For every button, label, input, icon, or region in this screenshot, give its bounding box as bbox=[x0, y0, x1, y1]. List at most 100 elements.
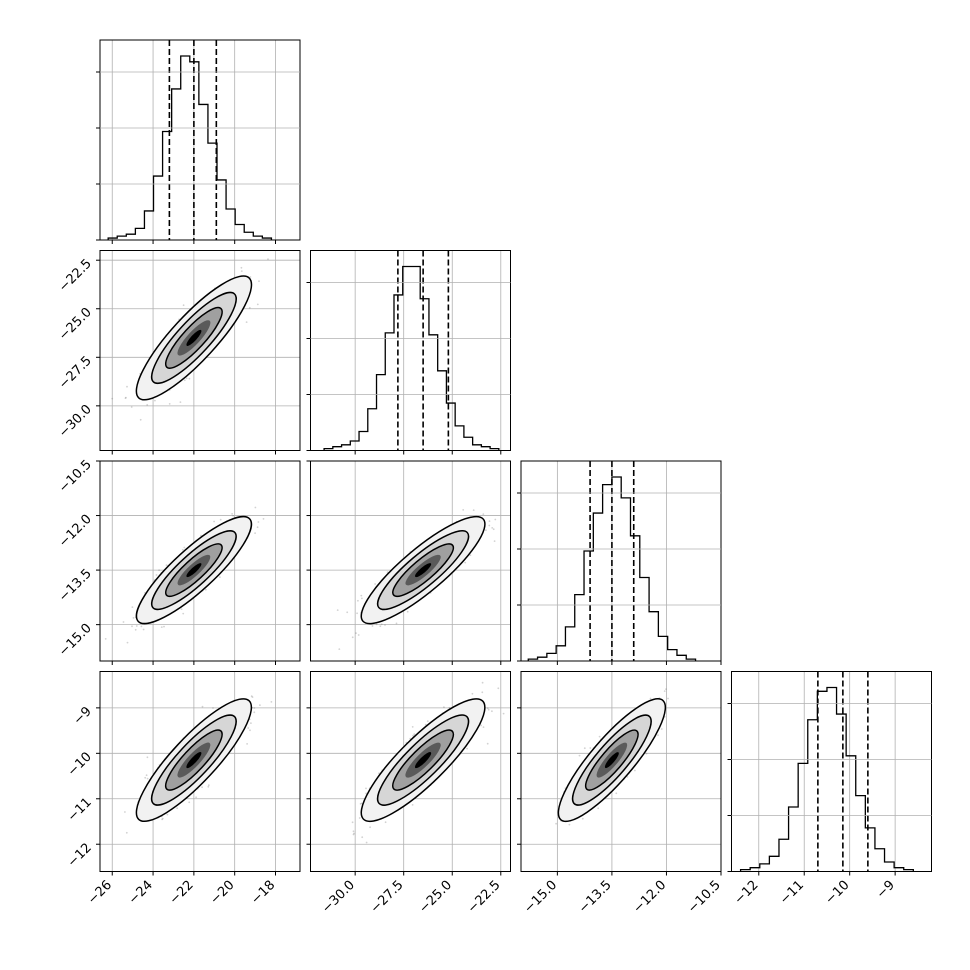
scatter-point bbox=[231, 513, 234, 515]
contour-level bbox=[415, 563, 432, 578]
panel-frame bbox=[731, 671, 932, 872]
x-tick-label: −22 bbox=[167, 878, 197, 908]
scatter-point bbox=[597, 807, 600, 810]
scatter-point bbox=[336, 609, 339, 611]
scatter-point bbox=[140, 625, 143, 628]
scatter-point bbox=[657, 734, 659, 736]
scatter-point bbox=[481, 691, 484, 694]
scatter-point bbox=[502, 712, 505, 715]
y-tick-label: −30.0 bbox=[56, 402, 95, 441]
scatter-point bbox=[578, 754, 581, 757]
panel-frame bbox=[99, 460, 301, 662]
scatter-point bbox=[183, 379, 186, 382]
scatter-point bbox=[166, 813, 169, 816]
scatter-point bbox=[219, 576, 221, 578]
scatter-point bbox=[180, 608, 183, 610]
scatter-point bbox=[395, 622, 398, 625]
scatter-point bbox=[645, 752, 648, 755]
scatter-point bbox=[126, 385, 128, 388]
contour-level bbox=[186, 563, 202, 578]
scatter-point bbox=[155, 574, 158, 576]
scatter-point bbox=[146, 404, 149, 406]
scatter-point bbox=[360, 802, 363, 805]
scatter-point bbox=[380, 623, 383, 626]
scatter-point bbox=[245, 321, 248, 323]
scatter-point bbox=[361, 836, 364, 839]
scatter-point bbox=[185, 377, 188, 380]
scatter-point bbox=[253, 707, 256, 709]
panel-frame bbox=[99, 39, 301, 241]
scatter-point bbox=[369, 826, 371, 829]
scatter-point bbox=[182, 612, 185, 615]
y-tick-label: −12 bbox=[65, 840, 95, 870]
scatter-point bbox=[160, 626, 163, 628]
scatter-point bbox=[384, 821, 387, 824]
scatter-point bbox=[251, 696, 254, 698]
scatter-point bbox=[219, 518, 222, 521]
x-tick-label: −12 bbox=[732, 878, 762, 908]
scatter-point bbox=[131, 606, 134, 608]
scatter-point bbox=[351, 821, 354, 824]
histogram-panel-0 bbox=[99, 39, 301, 244]
y-tick-label: −12.0 bbox=[56, 512, 95, 551]
scatter-point bbox=[357, 599, 359, 602]
scatter-point bbox=[426, 720, 429, 723]
scatter-point bbox=[361, 597, 363, 600]
x-tick-label: −30.0 bbox=[319, 878, 358, 917]
scatter-point bbox=[466, 747, 468, 750]
scatter-point bbox=[124, 811, 126, 813]
scatter-point bbox=[254, 532, 256, 534]
scatter-point bbox=[259, 704, 261, 706]
panel-frame bbox=[99, 671, 301, 872]
scatter-point bbox=[232, 514, 235, 517]
density-panel-2-0: −15.0 −13.5 −12.0 −10.5 bbox=[56, 457, 301, 665]
density-panel-1-0: −30.0 −27.5 −25.0 −22.5 bbox=[56, 250, 301, 455]
scatter-point bbox=[375, 623, 378, 626]
scatter-point bbox=[240, 270, 243, 272]
scatter-point bbox=[634, 769, 636, 772]
scatter-point bbox=[365, 841, 368, 844]
histogram-panel-1 bbox=[310, 250, 511, 455]
scatter-point bbox=[144, 776, 147, 779]
scatter-point bbox=[462, 509, 465, 511]
scatter-point bbox=[365, 787, 367, 790]
scatter-point bbox=[270, 701, 273, 703]
scatter-point bbox=[480, 724, 482, 727]
density-panel-3-0: −26 −24 −22 −20 −18 −12 −11 −10 −9 bbox=[65, 671, 301, 908]
scatter-point bbox=[359, 803, 362, 805]
x-tick-label: −24 bbox=[126, 878, 156, 908]
scatter-point bbox=[179, 401, 182, 403]
scatter-point bbox=[351, 636, 354, 639]
scatter-point bbox=[486, 707, 489, 710]
x-tick-label: −27.5 bbox=[368, 878, 407, 917]
y-tick-label: −22.5 bbox=[56, 256, 95, 295]
scatter-point bbox=[158, 569, 161, 572]
y-tick-label: −15.0 bbox=[56, 621, 95, 660]
scatter-point bbox=[195, 796, 198, 799]
y-tick-label: −13.5 bbox=[56, 566, 95, 605]
scatter-point bbox=[352, 833, 355, 836]
scatter-point bbox=[201, 705, 204, 708]
x-tick-label: −20 bbox=[208, 878, 238, 908]
scatter-point bbox=[626, 776, 629, 778]
scatter-point bbox=[165, 564, 168, 566]
scatter-point bbox=[379, 625, 382, 628]
histogram-panel-3: −12 −11 −10 −9 bbox=[731, 671, 932, 908]
scatter-point bbox=[142, 628, 145, 631]
scatter-point bbox=[131, 625, 133, 628]
scatter-point bbox=[411, 804, 414, 806]
x-tick-label: −12.0 bbox=[631, 878, 670, 917]
scatter-point bbox=[256, 526, 259, 529]
scatter-point bbox=[126, 641, 129, 644]
x-tick-label: −18 bbox=[248, 878, 278, 908]
y-tick-label: −27.5 bbox=[56, 354, 95, 393]
scatter-point bbox=[154, 399, 156, 402]
density-panel-3-1: −30.0 −27.5 −25.0 −22.5 bbox=[306, 671, 511, 917]
scatter-point bbox=[464, 561, 467, 564]
scatter-point bbox=[201, 786, 204, 789]
scatter-point bbox=[145, 774, 148, 777]
panel-frame bbox=[310, 671, 511, 872]
y-tick-label: −10.5 bbox=[56, 457, 95, 496]
scatter-point bbox=[384, 624, 386, 626]
